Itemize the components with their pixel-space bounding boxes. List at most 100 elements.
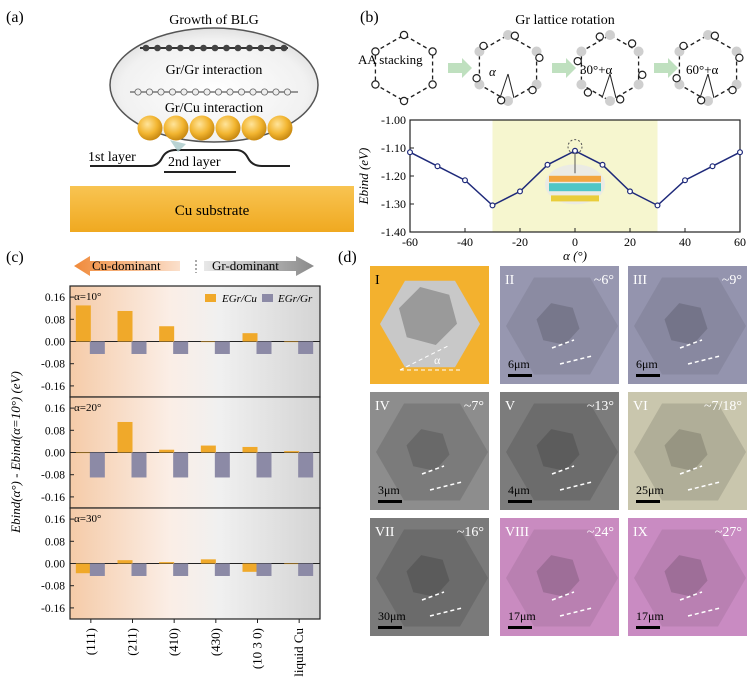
scale-bar — [508, 626, 532, 629]
lattice-atom — [510, 31, 520, 40]
lattice-atom — [710, 31, 720, 40]
lattice-atom — [472, 73, 481, 83]
lattice-atom — [638, 70, 647, 80]
data-point — [544, 161, 551, 168]
y-tick-label: -0.16 — [41, 492, 65, 504]
tile-id-label: I — [375, 273, 380, 288]
lattice-atom — [371, 80, 380, 89]
micrograph-tile-VIII: ~24° 17μm VIII — [500, 518, 619, 636]
category-label: (10 3 0) — [250, 628, 265, 669]
data-point — [434, 163, 441, 170]
rotated-atom — [633, 46, 644, 57]
lattice-atom — [371, 47, 380, 56]
subplot-label: α=20° — [74, 402, 101, 414]
scale-label: 17μm — [508, 609, 536, 623]
edge-guide — [687, 607, 721, 617]
carbon-atom — [145, 88, 153, 96]
carbon-atom — [246, 44, 253, 52]
y-tick-label: -0.08 — [41, 470, 65, 482]
rotation-ray — [707, 73, 715, 99]
edge-guide — [429, 607, 463, 617]
micrograph-tile-IV: ~7° 3μm IV — [370, 392, 489, 510]
data-point — [626, 188, 633, 195]
category-label: liquid Cu — [291, 628, 306, 677]
carbon-atom — [191, 88, 199, 96]
inset-layer — [549, 175, 601, 182]
bar-gr-cu — [117, 421, 133, 453]
lattice-atom — [615, 95, 625, 104]
carbon-atom — [200, 44, 207, 52]
lattice-atom — [573, 56, 582, 66]
carbon-atom — [280, 44, 288, 52]
lattice-atom — [696, 96, 706, 105]
edge-guide — [559, 481, 593, 491]
rotated-atom — [703, 30, 713, 40]
y-tick-label: -1.40 — [381, 225, 406, 239]
bar-gr-cu — [159, 326, 175, 342]
data-point — [599, 161, 606, 168]
rotation-angle-label: ~7° — [464, 399, 484, 414]
scale-label: 3μm — [378, 483, 400, 497]
scale-bar — [508, 500, 532, 503]
step-arrow — [654, 58, 678, 78]
cu-substrate — [70, 186, 354, 232]
scale-label: 6μm — [508, 357, 530, 371]
carbon-atom — [203, 88, 211, 96]
y-tick-label: -1.20 — [381, 169, 406, 183]
bar-gr-gr — [173, 452, 189, 478]
edge-guide — [421, 591, 445, 601]
panel-label-d: (d) — [338, 249, 357, 266]
edge-guide — [687, 481, 721, 491]
tile-background — [500, 392, 619, 510]
graphene-atoms-bottom — [134, 88, 291, 96]
cu-dominant-label: Cu-dominant — [92, 258, 161, 273]
lattice-atom — [535, 53, 544, 63]
tile-background — [370, 392, 489, 510]
x-tick-label: 20 — [624, 235, 636, 249]
rotated-atom — [633, 79, 644, 90]
legend-label-gr-cu: EGr/Cu — [221, 293, 257, 305]
y-tick-label: 0.00 — [45, 559, 65, 571]
rotation-angle-label: ~7/18° — [704, 399, 742, 414]
edge-guide — [399, 345, 449, 371]
second-layer-label: 2nd layer — [168, 155, 221, 170]
tile-id-label: VII — [375, 525, 395, 540]
first-layer-hex — [376, 403, 488, 501]
gr-gr-label: Gr/Gr interaction — [166, 63, 263, 78]
x-tick-label: 40 — [679, 235, 691, 249]
rotation-60-label: 60°+α — [686, 62, 719, 77]
second-layer-hex — [399, 287, 457, 345]
micrograph-tile-II: ~6° 6μm II — [500, 266, 619, 384]
zoom-ellipse — [109, 27, 319, 143]
y-tick-label: 0.16 — [45, 514, 65, 526]
panel-b: (b) Gr lattice rotation AA stacking α 30… — [356, 9, 746, 263]
edge-guide — [421, 465, 445, 475]
bar-gr-gr — [256, 341, 272, 354]
lattice-atom — [428, 80, 437, 89]
carbon-atom — [211, 44, 219, 52]
tile-background — [370, 518, 489, 636]
inset-layer — [551, 195, 599, 202]
data-point — [681, 177, 688, 184]
carbon-atom — [257, 44, 265, 52]
bar-gr-gr — [214, 452, 230, 478]
bar-gr-gr — [131, 452, 147, 478]
carbon-atom — [165, 44, 173, 52]
lattice-atom — [679, 41, 688, 51]
bar-gr-gr — [173, 341, 189, 354]
micrograph-tile-I: αI — [370, 266, 489, 384]
micrograph-tile-VI: ~7/18° 25μm VI — [628, 392, 747, 510]
carbon-atom — [214, 88, 222, 96]
x-tick-label: 0 — [572, 235, 578, 249]
scale-bar — [378, 626, 402, 629]
carbon-atom — [249, 88, 257, 96]
lattice-atom — [399, 96, 409, 106]
scale-bar — [508, 374, 532, 377]
alpha-label: α — [434, 353, 441, 367]
carbon-atom — [234, 44, 242, 52]
category-label: (410) — [166, 628, 181, 656]
cu-atom — [189, 115, 215, 141]
legend-swatch-gr-gr — [262, 294, 273, 302]
